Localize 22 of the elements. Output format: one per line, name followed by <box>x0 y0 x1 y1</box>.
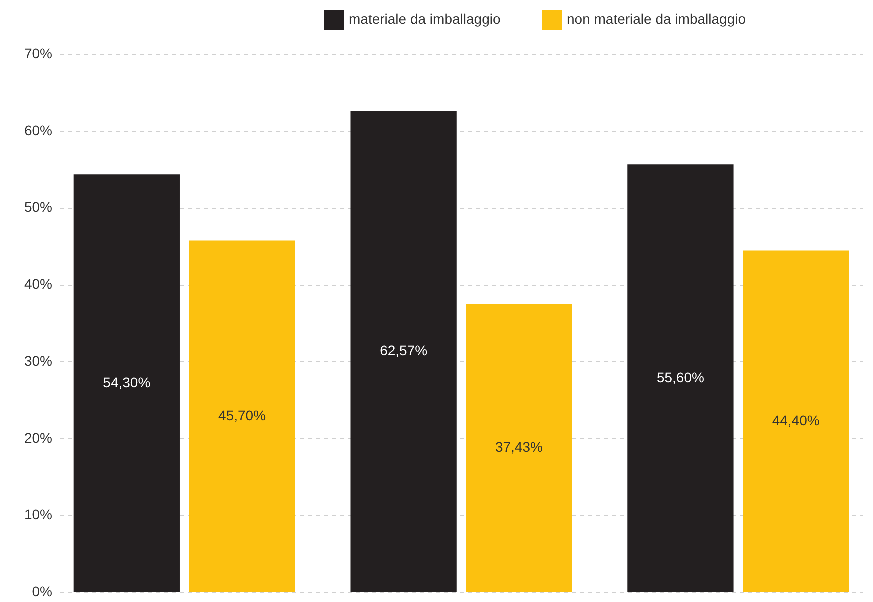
y-tick-label: 70% <box>24 46 52 62</box>
y-tick-label: 60% <box>24 122 52 138</box>
y-tick-label: 20% <box>24 430 52 446</box>
bar <box>350 111 457 592</box>
bar <box>189 240 296 592</box>
data-label: 55,60% <box>656 369 704 386</box>
data-label: 45,70% <box>218 407 266 424</box>
y-tick-label: 30% <box>24 352 52 369</box>
data-label: 44,40% <box>772 412 820 428</box>
y-tick-label: 50% <box>24 199 52 216</box>
y-tick-label: 40% <box>24 276 52 292</box>
bar <box>466 304 572 592</box>
data-label: 37,43% <box>495 439 543 456</box>
data-label: 54,30% <box>103 374 151 390</box>
legend-label: materiale da imballaggio <box>349 11 501 27</box>
legend-label: non materiale da imballaggio <box>567 11 746 27</box>
data-label: 62,57% <box>380 342 428 359</box>
y-tick-label: 10% <box>24 506 52 523</box>
bar <box>743 250 850 592</box>
bar <box>74 174 180 592</box>
bar <box>628 164 734 592</box>
y-tick-label: 0% <box>32 584 52 600</box>
